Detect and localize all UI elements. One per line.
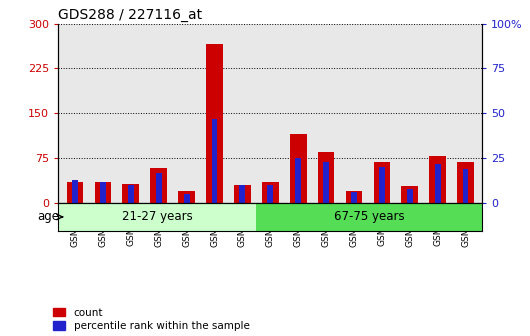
Bar — [401, 186, 418, 203]
Bar — [374, 162, 390, 203]
Bar — [290, 134, 306, 203]
Bar — [156, 173, 162, 203]
Bar — [429, 156, 446, 203]
Legend: count, percentile rank within the sample: count, percentile rank within the sample — [53, 308, 250, 331]
Bar — [463, 169, 469, 203]
Bar — [346, 191, 363, 203]
Bar — [94, 182, 111, 203]
Bar — [234, 185, 251, 203]
Bar — [351, 192, 357, 203]
Bar — [58, 203, 257, 231]
Bar — [407, 189, 413, 203]
Bar — [178, 191, 195, 203]
Text: age: age — [37, 210, 59, 223]
Bar — [317, 152, 334, 203]
Bar — [206, 44, 223, 203]
Bar — [100, 181, 106, 203]
Bar — [295, 158, 301, 203]
Bar — [323, 162, 329, 203]
Bar — [151, 168, 167, 203]
Bar — [128, 185, 134, 203]
Bar — [262, 182, 279, 203]
Bar — [240, 185, 245, 203]
Text: GDS288 / 227116_at: GDS288 / 227116_at — [58, 8, 202, 23]
Text: 21-27 years: 21-27 years — [122, 210, 193, 223]
Bar — [72, 180, 78, 203]
Bar — [184, 194, 190, 203]
Bar — [379, 167, 385, 203]
Bar — [257, 203, 482, 231]
Bar — [211, 119, 217, 203]
Bar — [122, 184, 139, 203]
Text: 67-75 years: 67-75 years — [334, 210, 404, 223]
Bar — [435, 164, 440, 203]
Bar — [457, 162, 474, 203]
Bar — [267, 185, 273, 203]
Bar — [67, 182, 83, 203]
